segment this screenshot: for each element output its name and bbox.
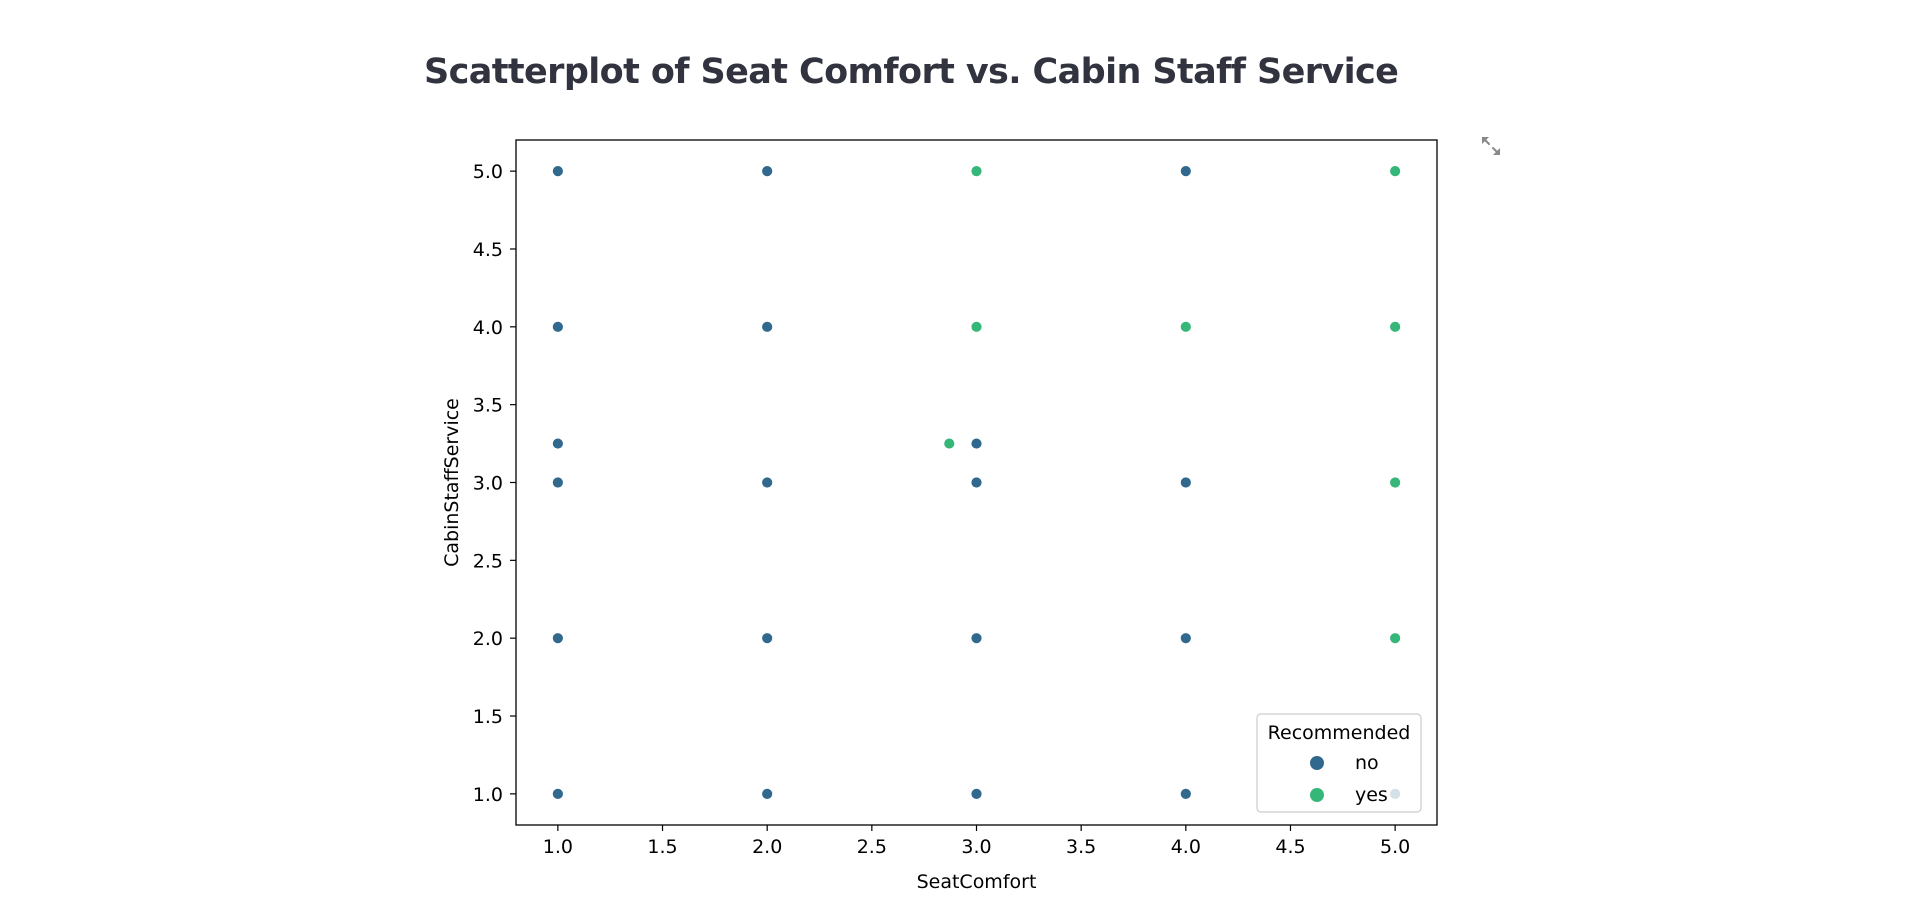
data-point-no xyxy=(551,165,564,178)
legend-box xyxy=(1256,713,1422,813)
y-tick-label: 1.0 xyxy=(473,784,503,806)
data-point-no xyxy=(761,320,774,333)
legend-title: Recommended xyxy=(1268,722,1411,744)
expand-arrows-icon xyxy=(1482,137,1500,155)
legend-marker-no xyxy=(1310,756,1324,770)
x-tick-label: 1.0 xyxy=(543,836,573,858)
y-tick-label: 3.5 xyxy=(473,395,503,417)
data-point-no xyxy=(551,476,564,489)
data-point-no xyxy=(761,476,774,489)
y-tick-label: 3.0 xyxy=(473,473,503,495)
data-point-no xyxy=(551,320,564,333)
y-tick-label: 4.0 xyxy=(473,317,503,339)
data-point-no xyxy=(970,437,983,450)
y-tick-label: 2.0 xyxy=(473,628,503,650)
data-point-yes xyxy=(970,320,983,333)
x-tick-label: 3.0 xyxy=(961,836,991,858)
data-point-no xyxy=(551,632,564,645)
legend-marker-yes xyxy=(1310,788,1324,802)
data-point-no xyxy=(1179,165,1192,178)
legend-label-no: no xyxy=(1355,752,1379,774)
data-point-no xyxy=(1179,787,1192,800)
data-point-no xyxy=(970,787,983,800)
data-point-yes xyxy=(1389,632,1402,645)
x-tick-label: 2.0 xyxy=(752,836,782,858)
y-tick-label: 1.5 xyxy=(473,706,503,728)
x-tick-label: 2.5 xyxy=(857,836,887,858)
legend-label-yes: yes xyxy=(1355,784,1388,806)
data-point-yes xyxy=(1179,320,1192,333)
data-point-yes xyxy=(1389,476,1402,489)
fullscreen-button[interactable] xyxy=(1478,133,1504,159)
data-point-no xyxy=(761,787,774,800)
x-tick-label: 5.0 xyxy=(1380,836,1410,858)
data-point-no xyxy=(761,632,774,645)
data-point-no xyxy=(970,632,983,645)
data-point-yes xyxy=(943,437,956,450)
x-tick-label: 1.5 xyxy=(647,836,677,858)
x-tick-label: 4.0 xyxy=(1171,836,1201,858)
data-point-no xyxy=(1179,632,1192,645)
data-point-no xyxy=(761,165,774,178)
y-tick-label: 4.5 xyxy=(473,239,503,261)
y-tick-label: 5.0 xyxy=(473,161,503,183)
data-point-no xyxy=(551,787,564,800)
page-title: Scatterplot of Seat Comfort vs. Cabin St… xyxy=(424,52,1399,92)
x-tick-label: 4.5 xyxy=(1275,836,1305,858)
data-point-no xyxy=(1179,476,1192,489)
x-axis-label: SeatComfort xyxy=(917,871,1037,893)
x-tick-label: 3.5 xyxy=(1066,836,1096,858)
data-point-no xyxy=(970,476,983,489)
data-point-yes xyxy=(1389,165,1402,178)
data-point-no xyxy=(551,437,564,450)
data-point-yes xyxy=(1389,320,1402,333)
y-tick-label: 2.5 xyxy=(473,550,503,572)
y-axis-label: CabinStaffService xyxy=(441,398,463,567)
data-point-yes xyxy=(970,165,983,178)
